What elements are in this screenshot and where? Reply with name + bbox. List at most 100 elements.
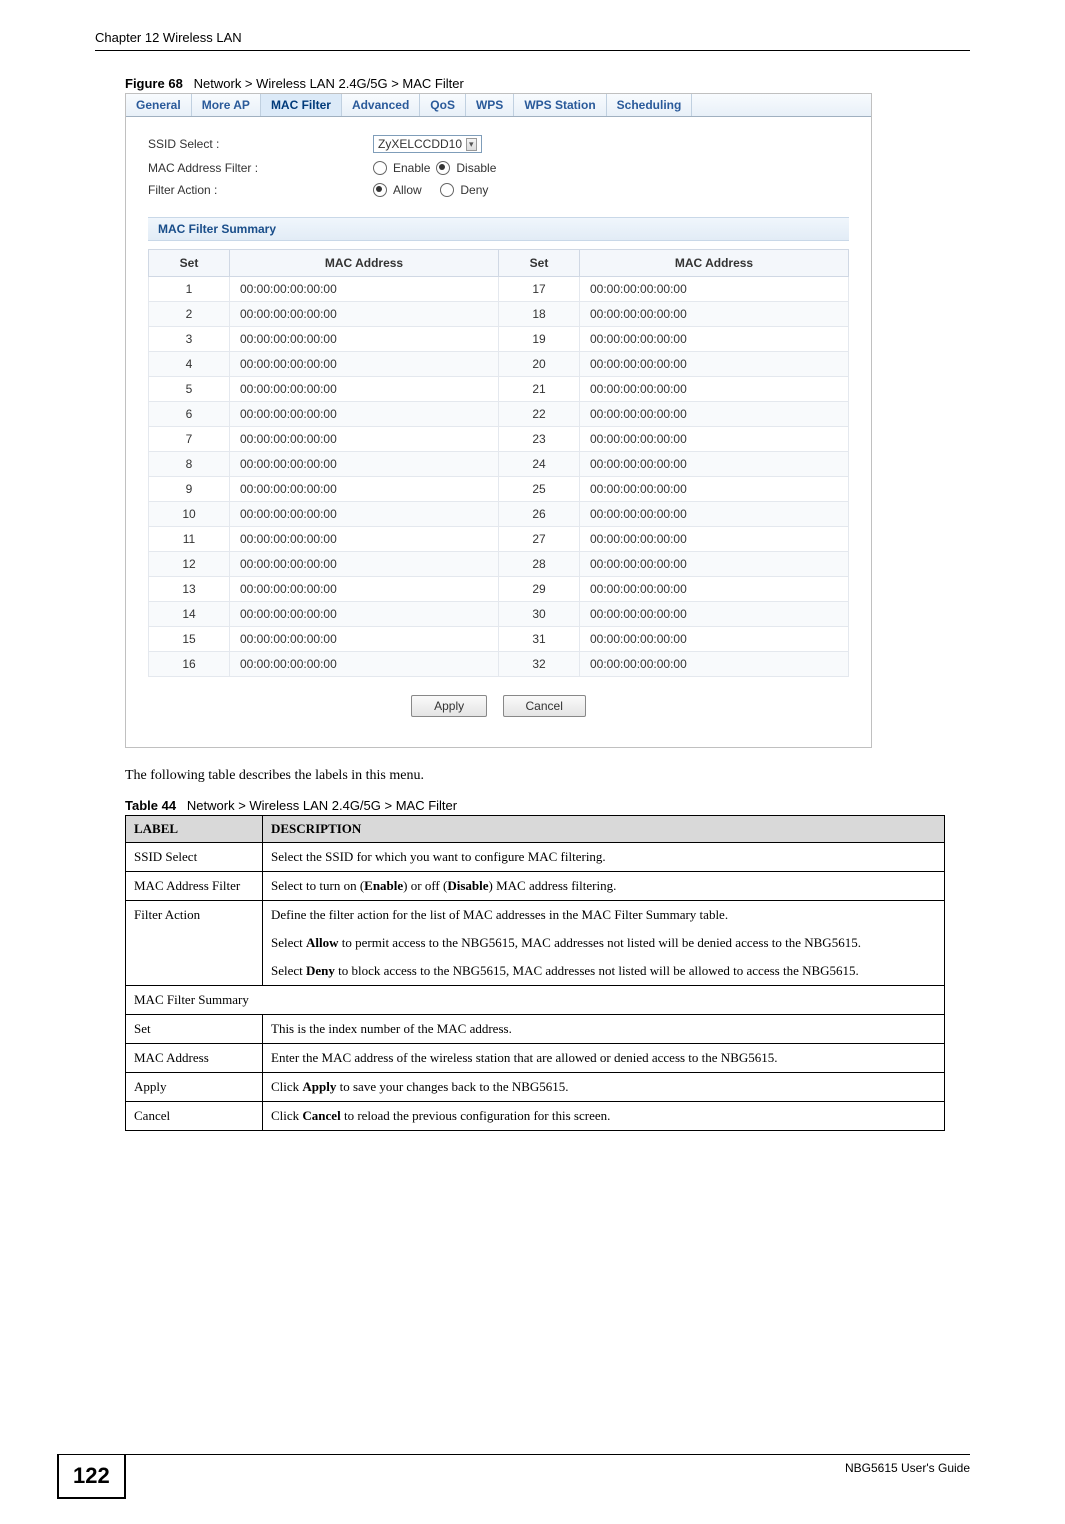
- tab-wps[interactable]: WPS: [466, 94, 514, 116]
- mac-address-cell[interactable]: 00:00:00:00:00:00: [230, 652, 499, 677]
- col-mac-1: MAC Address: [230, 250, 499, 277]
- mac-row: 400:00:00:00:00:002000:00:00:00:00:00: [149, 352, 849, 377]
- mac-row: 1200:00:00:00:00:002800:00:00:00:00:00: [149, 552, 849, 577]
- tab-qos[interactable]: QoS: [420, 94, 466, 116]
- mac-set: 10: [149, 502, 230, 527]
- mac-set: 16: [149, 652, 230, 677]
- desc-label-cell: MAC Address: [126, 1044, 263, 1073]
- mac-set: 17: [499, 277, 580, 302]
- mac-address-cell[interactable]: 00:00:00:00:00:00: [230, 302, 499, 327]
- desc-label-cell: MAC Address Filter: [126, 872, 263, 901]
- mac-set: 32: [499, 652, 580, 677]
- desc-text-cell: Enter the MAC address of the wireless st…: [263, 1044, 945, 1073]
- desc-text-cell: Click Cancel to reload the previous conf…: [263, 1102, 945, 1131]
- mac-address-cell[interactable]: 00:00:00:00:00:00: [580, 427, 849, 452]
- mac-address-cell[interactable]: 00:00:00:00:00:00: [580, 352, 849, 377]
- tab-general[interactable]: General: [126, 94, 192, 116]
- mac-set: 8: [149, 452, 230, 477]
- mac-set: 6: [149, 402, 230, 427]
- tab-scheduling[interactable]: Scheduling: [607, 94, 693, 116]
- mac-set: 18: [499, 302, 580, 327]
- ssid-select-dropdown[interactable]: ZyXELCCDD10 ▾: [373, 135, 482, 153]
- radio-enable[interactable]: [373, 161, 387, 175]
- button-row: Apply Cancel: [148, 677, 849, 727]
- desc-header-description: DESCRIPTION: [263, 816, 945, 843]
- mac-address-cell[interactable]: 00:00:00:00:00:00: [230, 527, 499, 552]
- mac-row: 1500:00:00:00:00:003100:00:00:00:00:00: [149, 627, 849, 652]
- mac-address-cell[interactable]: 00:00:00:00:00:00: [230, 502, 499, 527]
- mac-table-header-row: Set MAC Address Set MAC Address: [149, 250, 849, 277]
- mac-address-cell[interactable]: 00:00:00:00:00:00: [580, 402, 849, 427]
- mac-set: 28: [499, 552, 580, 577]
- mac-set: 15: [149, 627, 230, 652]
- description-table: LABEL DESCRIPTION SSID SelectSelect the …: [125, 815, 945, 1131]
- desc-row: SetThis is the index number of the MAC a…: [126, 1015, 945, 1044]
- desc-text-cell: Click Apply to save your changes back to…: [263, 1073, 945, 1102]
- mac-set: 31: [499, 627, 580, 652]
- apply-button[interactable]: Apply: [411, 695, 487, 717]
- desc-header-label: LABEL: [126, 816, 263, 843]
- desc-row: ApplyClick Apply to save your changes ba…: [126, 1073, 945, 1102]
- page-number: 122: [57, 1455, 126, 1499]
- mac-set: 27: [499, 527, 580, 552]
- mac-set: 4: [149, 352, 230, 377]
- desc-row: CancelClick Cancel to reload the previou…: [126, 1102, 945, 1131]
- mac-set: 2: [149, 302, 230, 327]
- mac-address-cell[interactable]: 00:00:00:00:00:00: [230, 627, 499, 652]
- chevron-down-icon: ▾: [466, 138, 477, 151]
- cancel-button[interactable]: Cancel: [503, 695, 586, 717]
- mac-row: 600:00:00:00:00:002200:00:00:00:00:00: [149, 402, 849, 427]
- desc-label-cell: Set: [126, 1015, 263, 1044]
- mac-address-cell[interactable]: 00:00:00:00:00:00: [230, 352, 499, 377]
- mac-row: 500:00:00:00:00:002100:00:00:00:00:00: [149, 377, 849, 402]
- mac-address-cell[interactable]: 00:00:00:00:00:00: [230, 377, 499, 402]
- mac-address-cell[interactable]: 00:00:00:00:00:00: [580, 327, 849, 352]
- mac-address-cell[interactable]: 00:00:00:00:00:00: [580, 277, 849, 302]
- radio-deny[interactable]: [440, 183, 454, 197]
- tab-wps-station[interactable]: WPS Station: [514, 94, 606, 116]
- mac-row: 900:00:00:00:00:002500:00:00:00:00:00: [149, 477, 849, 502]
- mac-set: 26: [499, 502, 580, 527]
- mac-address-cell[interactable]: 00:00:00:00:00:00: [230, 577, 499, 602]
- tab-mac-filter[interactable]: MAC Filter: [261, 94, 342, 116]
- filter-action-label: Filter Action :: [148, 183, 373, 197]
- mac-set: 23: [499, 427, 580, 452]
- mac-row: 800:00:00:00:00:002400:00:00:00:00:00: [149, 452, 849, 477]
- mac-set: 11: [149, 527, 230, 552]
- col-set-1: Set: [149, 250, 230, 277]
- mac-address-cell[interactable]: 00:00:00:00:00:00: [230, 327, 499, 352]
- mac-address-cell[interactable]: 00:00:00:00:00:00: [230, 277, 499, 302]
- mac-filter-summary-title: MAC Filter Summary: [148, 217, 849, 241]
- mac-address-cell[interactable]: 00:00:00:00:00:00: [580, 302, 849, 327]
- mac-address-cell[interactable]: 00:00:00:00:00:00: [580, 502, 849, 527]
- mac-address-cell[interactable]: 00:00:00:00:00:00: [230, 477, 499, 502]
- mac-address-cell[interactable]: 00:00:00:00:00:00: [580, 377, 849, 402]
- mac-filter-options: Enable Disable: [373, 161, 496, 175]
- mac-address-cell[interactable]: 00:00:00:00:00:00: [580, 452, 849, 477]
- tab-advanced[interactable]: Advanced: [342, 94, 420, 116]
- mac-address-cell[interactable]: 00:00:00:00:00:00: [580, 527, 849, 552]
- mac-row: 1100:00:00:00:00:002700:00:00:00:00:00: [149, 527, 849, 552]
- mac-address-cell[interactable]: 00:00:00:00:00:00: [230, 452, 499, 477]
- col-set-2: Set: [499, 250, 580, 277]
- tab-more-ap[interactable]: More AP: [192, 94, 261, 116]
- mac-address-cell[interactable]: 00:00:00:00:00:00: [580, 477, 849, 502]
- mac-address-cell[interactable]: 00:00:00:00:00:00: [580, 552, 849, 577]
- screenshot-body: SSID Select : ZyXELCCDD10 ▾ MAC Address …: [126, 117, 871, 747]
- radio-disable[interactable]: [436, 161, 450, 175]
- mac-address-cell[interactable]: 00:00:00:00:00:00: [230, 402, 499, 427]
- mac-set: 3: [149, 327, 230, 352]
- mac-address-cell[interactable]: 00:00:00:00:00:00: [580, 627, 849, 652]
- mac-address-cell[interactable]: 00:00:00:00:00:00: [230, 427, 499, 452]
- mac-address-cell[interactable]: 00:00:00:00:00:00: [230, 602, 499, 627]
- mac-set: 14: [149, 602, 230, 627]
- form-row-mac-filter: MAC Address Filter : Enable Disable: [148, 157, 849, 179]
- option-allow: Allow: [393, 183, 422, 197]
- mac-address-cell[interactable]: 00:00:00:00:00:00: [580, 577, 849, 602]
- mac-address-cell[interactable]: 00:00:00:00:00:00: [580, 602, 849, 627]
- option-enable: Enable: [393, 161, 430, 175]
- mac-address-cell[interactable]: 00:00:00:00:00:00: [230, 552, 499, 577]
- mac-address-cell[interactable]: 00:00:00:00:00:00: [580, 652, 849, 677]
- desc-label-cell: Cancel: [126, 1102, 263, 1131]
- radio-allow[interactable]: [373, 183, 387, 197]
